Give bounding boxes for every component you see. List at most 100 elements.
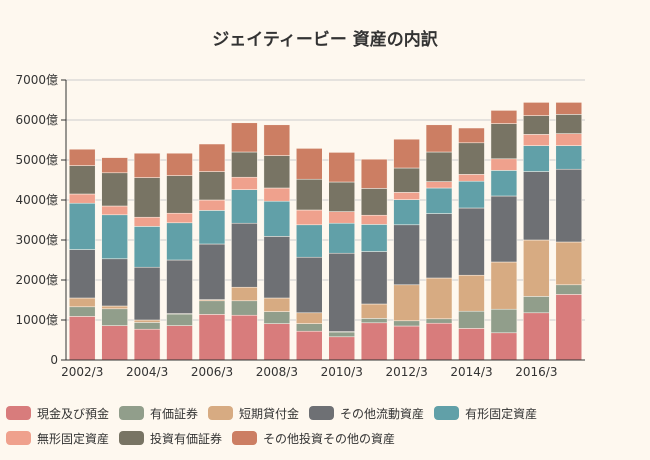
bar-segment[interactable] bbox=[425, 322, 453, 361]
bar-segment[interactable] bbox=[393, 284, 420, 322]
bar-segment[interactable] bbox=[296, 256, 323, 314]
bar-segment[interactable] bbox=[68, 165, 96, 195]
bar-segment[interactable] bbox=[360, 322, 388, 361]
bar-segment[interactable] bbox=[68, 148, 96, 166]
legend-item[interactable]: 投資有価証券 bbox=[119, 429, 222, 447]
bar-segment[interactable] bbox=[296, 312, 323, 324]
bar-segment[interactable] bbox=[458, 142, 485, 175]
bar-segment[interactable] bbox=[133, 328, 161, 361]
bar-segment[interactable] bbox=[133, 216, 161, 227]
bar-segment[interactable] bbox=[263, 200, 291, 237]
bar-segment[interactable] bbox=[166, 325, 193, 361]
bar-segment[interactable] bbox=[523, 134, 550, 146]
bar-segment[interactable] bbox=[263, 187, 291, 202]
bar-segment[interactable] bbox=[458, 274, 485, 312]
bar-segment[interactable] bbox=[328, 211, 355, 224]
bar-segment[interactable] bbox=[458, 180, 485, 209]
bar-segment[interactable] bbox=[393, 199, 420, 226]
bar-segment[interactable] bbox=[263, 124, 291, 156]
bar-segment[interactable] bbox=[328, 252, 355, 332]
bar-segment[interactable] bbox=[490, 158, 518, 171]
bar-segment[interactable] bbox=[68, 193, 96, 204]
bar-segment[interactable] bbox=[68, 316, 96, 361]
legend-item[interactable]: 有価証券 bbox=[119, 404, 198, 422]
bar-segment[interactable] bbox=[231, 189, 258, 224]
bar-segment[interactable] bbox=[425, 318, 453, 324]
bar-segment[interactable] bbox=[458, 310, 485, 329]
bar-segment[interactable] bbox=[555, 294, 583, 361]
bar-segment[interactable] bbox=[555, 102, 583, 115]
bar-segment[interactable] bbox=[360, 188, 388, 216]
bar-segment[interactable] bbox=[198, 143, 226, 172]
bar-segment[interactable] bbox=[555, 168, 583, 243]
bar-segment[interactable] bbox=[231, 286, 258, 302]
bar-segment[interactable] bbox=[166, 313, 193, 326]
bar-segment[interactable] bbox=[393, 224, 420, 286]
bar-segment[interactable] bbox=[490, 332, 518, 361]
bar-segment[interactable] bbox=[101, 325, 128, 361]
bar-segment[interactable] bbox=[133, 177, 161, 218]
bar-segment[interactable] bbox=[523, 145, 550, 172]
bar-segment[interactable] bbox=[360, 251, 388, 305]
bar-segment[interactable] bbox=[133, 322, 161, 330]
bar-segment[interactable] bbox=[101, 308, 128, 326]
legend-item[interactable]: 現金及び預金 bbox=[6, 404, 109, 422]
bar-segment[interactable] bbox=[490, 261, 518, 310]
bar-segment[interactable] bbox=[425, 187, 453, 214]
bar-segment[interactable] bbox=[198, 210, 226, 245]
bar-segment[interactable] bbox=[263, 297, 291, 312]
bar-segment[interactable] bbox=[425, 277, 453, 320]
bar-segment[interactable] bbox=[393, 320, 420, 327]
bar-segment[interactable] bbox=[328, 336, 355, 361]
bar-segment[interactable] bbox=[101, 258, 128, 307]
bar-segment[interactable] bbox=[166, 175, 193, 214]
bar-segment[interactable] bbox=[425, 151, 453, 182]
bar-segment[interactable] bbox=[523, 115, 550, 135]
bar-segment[interactable] bbox=[231, 176, 258, 190]
bar-segment[interactable] bbox=[231, 300, 258, 316]
bar-segment[interactable] bbox=[231, 314, 258, 361]
bar-segment[interactable] bbox=[393, 192, 420, 200]
bar-segment[interactable] bbox=[523, 171, 550, 241]
bar-segment[interactable] bbox=[68, 202, 96, 250]
bar-segment[interactable] bbox=[263, 311, 291, 324]
bar-segment[interactable] bbox=[133, 226, 161, 268]
bar-segment[interactable] bbox=[555, 145, 583, 170]
legend-item[interactable]: 有形固定資産 bbox=[434, 404, 537, 422]
bar-segment[interactable] bbox=[296, 209, 323, 226]
bar-segment[interactable] bbox=[296, 323, 323, 332]
bar-segment[interactable] bbox=[68, 249, 96, 299]
bar-segment[interactable] bbox=[555, 114, 583, 134]
bar-segment[interactable] bbox=[68, 306, 96, 317]
bar-segment[interactable] bbox=[68, 297, 96, 308]
bar-segment[interactable] bbox=[555, 133, 583, 146]
bar-segment[interactable] bbox=[490, 195, 518, 263]
bar-segment[interactable] bbox=[263, 323, 291, 361]
bar-segment[interactable] bbox=[360, 318, 388, 324]
bar-segment[interactable] bbox=[393, 167, 420, 193]
bar-segment[interactable] bbox=[523, 296, 550, 314]
bar-segment[interactable] bbox=[101, 305, 128, 310]
bar-segment[interactable] bbox=[555, 284, 583, 295]
bar-segment[interactable] bbox=[458, 174, 485, 182]
bar-segment[interactable] bbox=[328, 331, 355, 338]
bar-segment[interactable] bbox=[555, 241, 583, 286]
bar-segment[interactable] bbox=[231, 151, 258, 178]
legend-item[interactable]: 短期貸付金 bbox=[208, 404, 299, 422]
bar-segment[interactable] bbox=[360, 158, 388, 189]
bar-segment[interactable] bbox=[523, 312, 550, 361]
bar-segment[interactable] bbox=[166, 152, 193, 176]
legend-item[interactable]: 無形固定資産 bbox=[6, 429, 109, 447]
bar-segment[interactable] bbox=[328, 181, 355, 212]
bar-segment[interactable] bbox=[393, 138, 420, 169]
bar-segment[interactable] bbox=[490, 308, 518, 334]
bar-segment[interactable] bbox=[166, 222, 193, 261]
bar-segment[interactable] bbox=[101, 214, 128, 260]
legend-item[interactable]: その他流動資産 bbox=[309, 404, 424, 422]
bar-segment[interactable] bbox=[296, 148, 323, 180]
bar-segment[interactable] bbox=[198, 243, 226, 300]
bar-segment[interactable] bbox=[166, 212, 193, 224]
bar-segment[interactable] bbox=[133, 152, 161, 178]
bar-segment[interactable] bbox=[263, 155, 291, 189]
bar-segment[interactable] bbox=[133, 319, 161, 323]
